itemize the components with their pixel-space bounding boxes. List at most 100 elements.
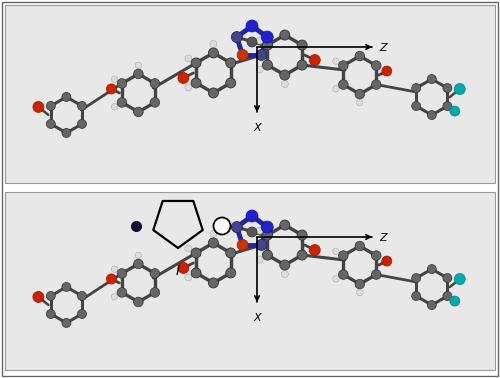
Circle shape (112, 266, 117, 273)
Circle shape (226, 268, 235, 278)
Circle shape (280, 30, 290, 40)
Circle shape (191, 268, 201, 278)
Text: X: X (253, 123, 261, 133)
Circle shape (338, 270, 348, 279)
Circle shape (297, 230, 307, 240)
Circle shape (226, 78, 235, 88)
Circle shape (428, 301, 436, 310)
Circle shape (191, 248, 201, 258)
Circle shape (185, 274, 192, 281)
Circle shape (106, 274, 117, 284)
Circle shape (282, 81, 288, 88)
Text: I: I (176, 264, 180, 278)
Circle shape (78, 310, 86, 318)
Circle shape (150, 288, 160, 297)
Circle shape (112, 104, 117, 110)
Circle shape (208, 278, 218, 288)
Circle shape (262, 230, 272, 240)
Circle shape (372, 61, 381, 70)
Circle shape (412, 84, 420, 93)
Circle shape (237, 50, 248, 60)
Circle shape (62, 282, 71, 291)
Circle shape (210, 231, 217, 237)
Circle shape (62, 129, 71, 138)
Circle shape (332, 248, 339, 254)
Circle shape (117, 79, 127, 88)
Circle shape (117, 98, 127, 107)
Bar (5, 192, 495, 370)
Circle shape (280, 260, 290, 270)
Circle shape (338, 80, 348, 89)
Circle shape (338, 61, 348, 70)
Circle shape (355, 89, 364, 99)
Circle shape (256, 50, 267, 60)
Circle shape (454, 84, 466, 94)
Circle shape (33, 291, 44, 302)
Circle shape (210, 40, 217, 48)
Circle shape (134, 297, 143, 307)
Circle shape (214, 217, 230, 234)
Circle shape (178, 73, 189, 84)
Circle shape (261, 31, 273, 43)
Circle shape (134, 69, 143, 79)
Circle shape (117, 288, 127, 297)
Circle shape (443, 84, 452, 93)
Circle shape (372, 251, 381, 260)
Circle shape (246, 20, 258, 32)
Circle shape (208, 48, 218, 58)
Circle shape (412, 102, 420, 110)
Circle shape (150, 269, 160, 278)
Circle shape (355, 51, 364, 61)
Circle shape (450, 106, 460, 116)
Circle shape (150, 79, 160, 88)
Circle shape (297, 250, 307, 260)
Text: Z: Z (379, 43, 386, 53)
Circle shape (382, 256, 392, 266)
Circle shape (443, 291, 452, 301)
Circle shape (208, 238, 218, 248)
Circle shape (262, 60, 272, 70)
Circle shape (185, 55, 192, 62)
Text: Z: Z (379, 233, 386, 243)
Circle shape (443, 274, 452, 283)
Circle shape (372, 80, 381, 89)
Circle shape (428, 74, 436, 84)
Circle shape (135, 62, 141, 68)
Circle shape (356, 290, 363, 296)
Circle shape (443, 102, 452, 110)
Circle shape (46, 291, 56, 301)
Circle shape (450, 296, 460, 306)
Circle shape (412, 291, 420, 301)
Circle shape (46, 101, 56, 110)
Circle shape (78, 101, 86, 110)
Circle shape (297, 60, 307, 70)
Circle shape (332, 276, 339, 282)
Circle shape (428, 265, 436, 274)
Circle shape (134, 259, 143, 269)
Circle shape (112, 294, 117, 300)
Circle shape (46, 119, 56, 129)
Circle shape (454, 274, 466, 285)
Circle shape (256, 66, 263, 73)
Circle shape (150, 98, 160, 107)
Circle shape (382, 66, 392, 76)
Circle shape (106, 84, 117, 94)
Circle shape (256, 37, 263, 44)
Circle shape (355, 241, 364, 251)
Bar (5, 5, 495, 183)
Circle shape (332, 58, 339, 65)
Circle shape (256, 256, 263, 263)
Circle shape (62, 318, 71, 327)
Circle shape (232, 222, 242, 232)
Circle shape (33, 101, 44, 112)
Circle shape (262, 250, 272, 260)
Circle shape (280, 70, 290, 80)
Circle shape (246, 210, 258, 222)
Circle shape (356, 99, 363, 106)
Circle shape (178, 262, 189, 273)
Circle shape (338, 251, 348, 260)
Circle shape (372, 270, 381, 279)
Circle shape (191, 58, 201, 68)
Circle shape (237, 239, 248, 251)
Circle shape (282, 271, 288, 277)
